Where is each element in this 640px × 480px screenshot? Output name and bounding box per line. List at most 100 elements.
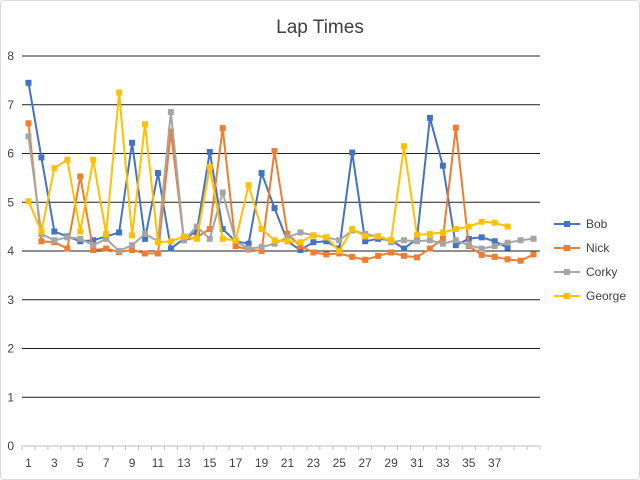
data-point bbox=[129, 247, 136, 254]
x-tick-label: 11 bbox=[152, 456, 165, 470]
data-point bbox=[478, 218, 485, 225]
legend: Bob Nick Corky George bbox=[554, 217, 626, 303]
x-tick-label: 1 bbox=[25, 456, 32, 470]
data-point bbox=[336, 237, 343, 244]
data-point bbox=[206, 149, 213, 156]
data-point bbox=[103, 230, 110, 237]
data-point bbox=[478, 245, 485, 252]
data-point bbox=[504, 256, 511, 263]
data-point bbox=[180, 237, 187, 244]
data-point bbox=[491, 238, 498, 245]
data-point bbox=[310, 239, 317, 246]
data-point bbox=[90, 247, 97, 254]
data-point bbox=[245, 245, 252, 252]
data-point bbox=[323, 251, 330, 258]
data-point bbox=[284, 238, 291, 245]
data-point bbox=[219, 189, 226, 196]
data-point bbox=[439, 162, 446, 169]
data-point bbox=[167, 245, 174, 252]
data-point bbox=[25, 79, 32, 86]
data-point bbox=[271, 148, 278, 155]
data-point bbox=[64, 156, 71, 163]
x-tick-label: 25 bbox=[333, 456, 347, 470]
series-george bbox=[25, 89, 511, 254]
data-point bbox=[362, 256, 369, 263]
data-point bbox=[258, 248, 265, 254]
series-lines bbox=[25, 79, 537, 264]
x-tick-label: 3 bbox=[51, 456, 58, 470]
data-point bbox=[116, 248, 123, 254]
data-point bbox=[25, 133, 32, 140]
legend-marker bbox=[564, 269, 570, 275]
y-tick-label: 4 bbox=[7, 244, 14, 258]
y-tick-label: 0 bbox=[7, 439, 14, 453]
data-point bbox=[142, 121, 149, 128]
data-point bbox=[517, 237, 524, 244]
data-point bbox=[323, 234, 330, 241]
data-point bbox=[206, 235, 213, 242]
data-point bbox=[232, 243, 239, 250]
data-point bbox=[530, 251, 537, 258]
data-point bbox=[142, 250, 149, 257]
data-point bbox=[284, 234, 291, 241]
data-point bbox=[349, 226, 356, 233]
data-point bbox=[375, 233, 382, 240]
x-tick-label: 29 bbox=[384, 456, 398, 470]
data-point bbox=[504, 244, 511, 251]
data-point bbox=[167, 109, 174, 116]
series-nick bbox=[25, 120, 537, 264]
data-point bbox=[219, 226, 226, 233]
y-tick-label: 8 bbox=[7, 49, 14, 63]
data-point bbox=[77, 173, 84, 180]
data-point bbox=[401, 245, 408, 252]
x-tick-label: 33 bbox=[436, 456, 450, 470]
data-point bbox=[154, 250, 161, 257]
data-point bbox=[413, 254, 420, 261]
data-point bbox=[38, 228, 45, 235]
data-point bbox=[25, 198, 32, 205]
x-tick-label: 7 bbox=[103, 456, 110, 470]
legend-marker bbox=[564, 245, 570, 251]
x-tick-label: 27 bbox=[358, 456, 372, 470]
series-corky bbox=[25, 109, 537, 254]
data-point bbox=[426, 245, 433, 252]
data-point bbox=[271, 240, 278, 247]
data-point bbox=[103, 235, 110, 242]
legend-item-george: George bbox=[554, 289, 626, 303]
x-tick-label: 15 bbox=[203, 456, 217, 470]
x-tick-label: 19 bbox=[255, 456, 269, 470]
data-point bbox=[193, 223, 200, 230]
data-point bbox=[452, 242, 459, 249]
data-point bbox=[439, 229, 446, 236]
legend-label: George bbox=[586, 289, 626, 303]
data-point bbox=[401, 237, 408, 244]
legend-item-bob: Bob bbox=[554, 217, 608, 231]
data-point bbox=[258, 226, 265, 233]
data-point bbox=[375, 252, 382, 259]
data-point bbox=[90, 242, 97, 249]
data-point bbox=[51, 237, 58, 244]
x-tick-label: 13 bbox=[177, 456, 191, 470]
data-point bbox=[362, 233, 369, 240]
data-point bbox=[401, 143, 408, 150]
data-point bbox=[349, 253, 356, 260]
data-point bbox=[297, 247, 304, 254]
data-point bbox=[271, 205, 278, 212]
gridlines bbox=[22, 55, 540, 447]
data-point bbox=[439, 235, 446, 242]
data-point bbox=[491, 219, 498, 226]
data-point bbox=[193, 235, 200, 242]
data-point bbox=[206, 164, 213, 171]
legend-marker bbox=[564, 221, 570, 227]
data-point bbox=[491, 253, 498, 260]
y-tick-label: 5 bbox=[7, 195, 14, 209]
data-point bbox=[413, 238, 420, 245]
data-point bbox=[284, 230, 291, 237]
series-line-bob bbox=[27, 82, 509, 251]
data-point bbox=[271, 237, 278, 244]
data-point bbox=[491, 243, 498, 250]
data-point bbox=[297, 229, 304, 236]
y-tick-label: 2 bbox=[7, 342, 14, 356]
data-point bbox=[258, 244, 265, 251]
